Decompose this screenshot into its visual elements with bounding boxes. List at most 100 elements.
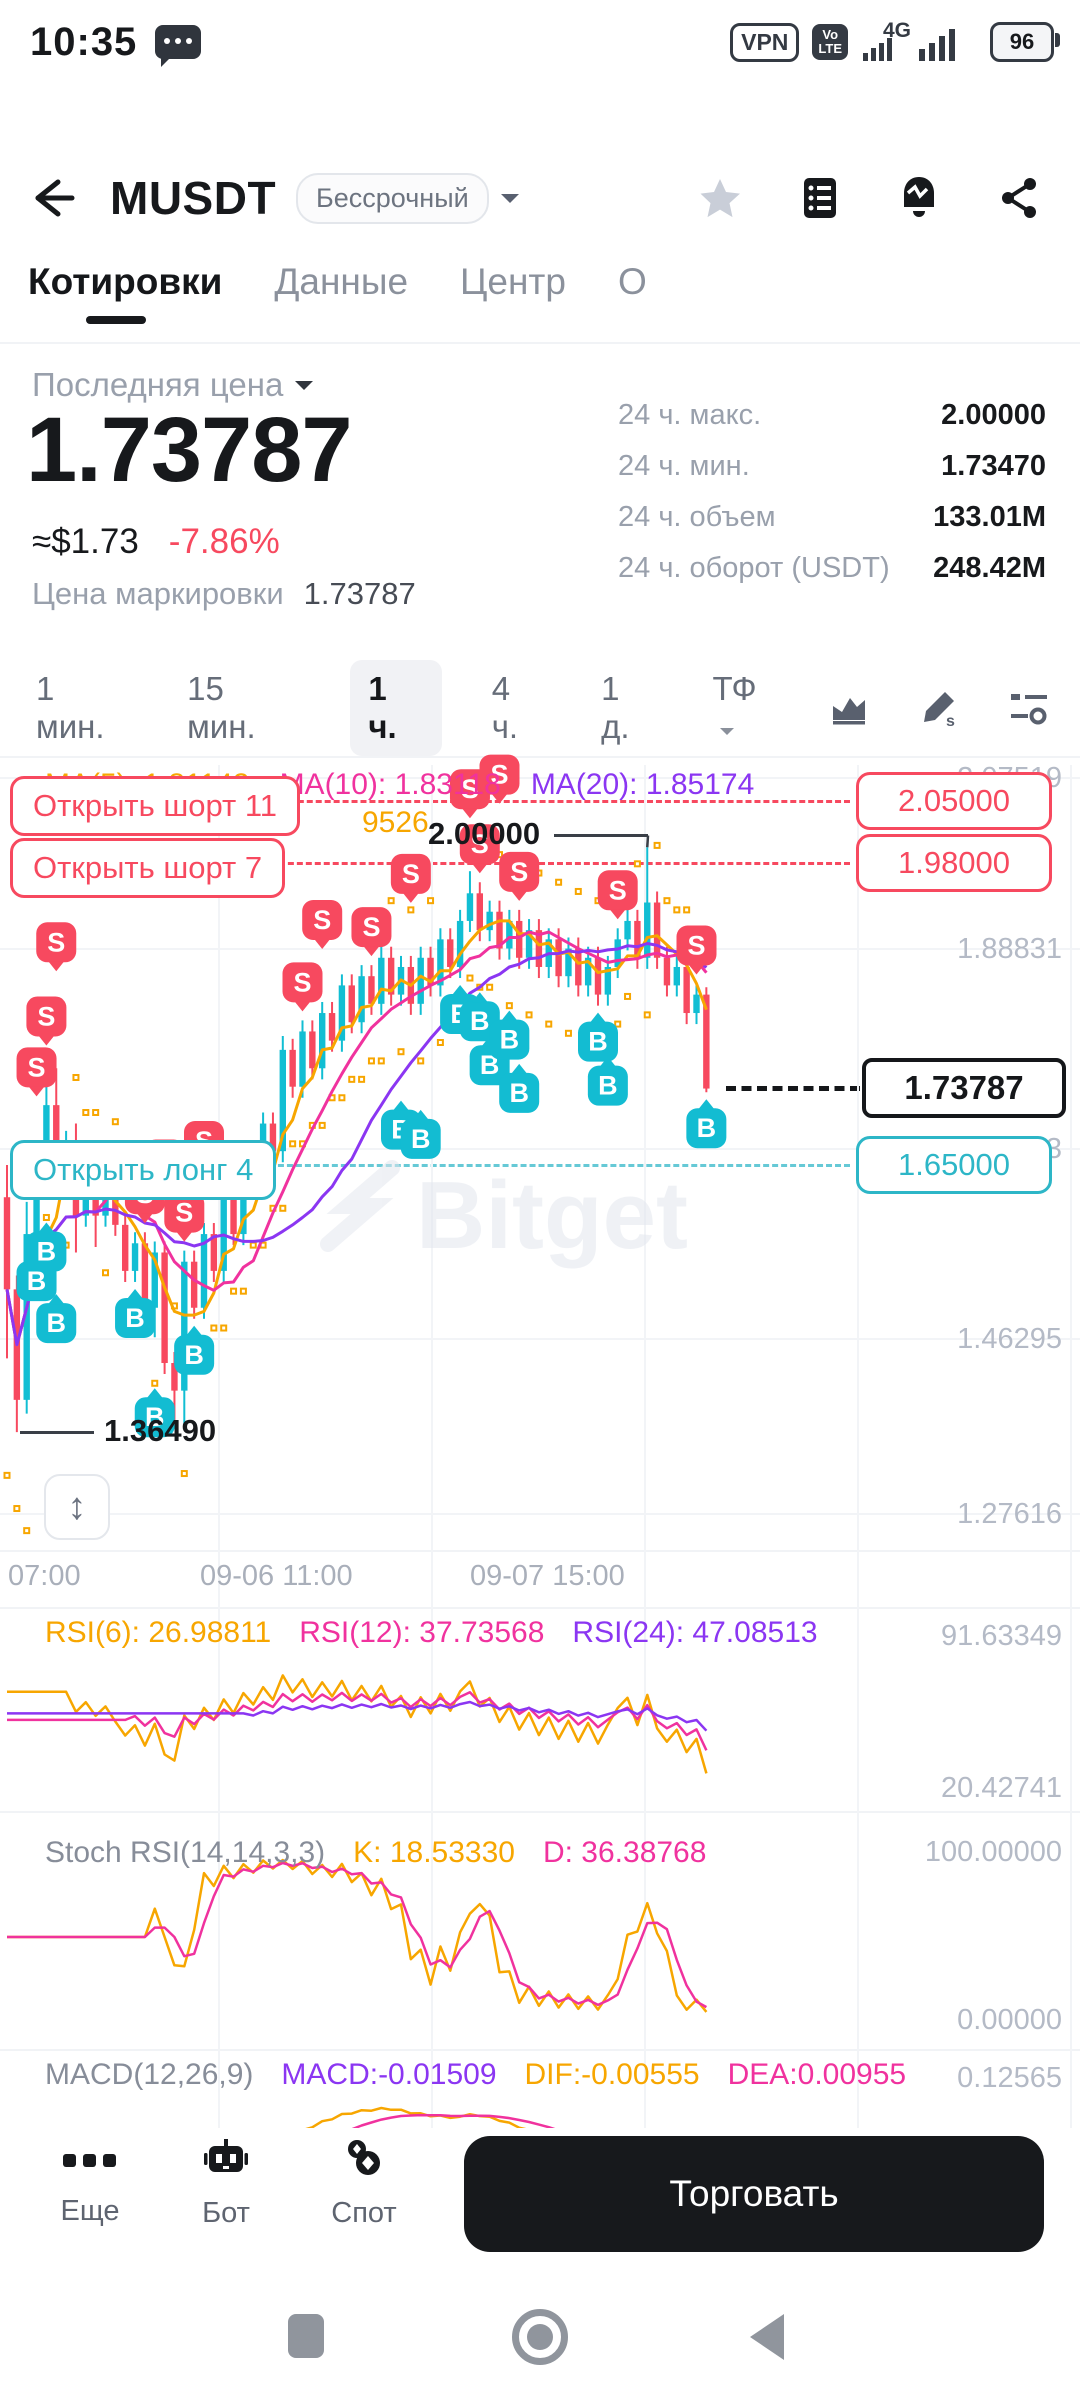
buy-marker[interactable]: B [578, 1012, 618, 1062]
timeframe-1 мин.[interactable]: 1 мин. [36, 670, 105, 745]
timeframe-4 ч.[interactable]: 4 ч. [491, 670, 519, 745]
svg-text:B: B [697, 1113, 717, 1143]
buy-marker[interactable]: B [36, 1294, 77, 1344]
y-axis-label: 1.27616 [957, 1498, 1062, 1530]
buy-marker[interactable]: B [686, 1099, 727, 1149]
chart-type-icon[interactable] [828, 688, 870, 728]
chevron-down-icon[interactable] [500, 194, 519, 212]
price-approx-row: ≈$1.73 -7.86% [32, 522, 280, 562]
session-low-annotation: 1.36490 [104, 1413, 217, 1448]
svg-text:B: B [500, 1025, 520, 1055]
draw-icon[interactable]: s [918, 688, 960, 728]
open-short-badge-2[interactable]: Открыть шорт 7 [10, 838, 286, 898]
dif-value: DIF:-0.00555 [524, 2058, 700, 2091]
contract-type-pill[interactable]: Бессрочный [296, 172, 489, 224]
buy-marker[interactable]: B [115, 1288, 156, 1338]
timeframe-ТФ[interactable]: ТФ [706, 660, 784, 756]
chevron-down-icon [295, 381, 314, 399]
sell-marker[interactable]: S [676, 925, 717, 975]
mark-price-row: Цена маркировки 1.73787 [32, 576, 416, 611]
timeframe-1 д.[interactable]: 1 д. [601, 670, 630, 745]
buy-marker[interactable]: B [469, 1036, 510, 1086]
home-icon[interactable] [512, 2309, 568, 2365]
ma-label: MA(10): 1.83118 [279, 768, 501, 801]
buy-marker[interactable]: B [489, 1010, 530, 1060]
last-price-label[interactable]: Последняя цена [32, 366, 314, 404]
macd-labels-row[interactable]: MACD(12,26,9) MACD:-0.01509 DIF:-0.00555… [45, 2058, 906, 2092]
trade-button[interactable]: Торговать [464, 2136, 1044, 2252]
rsi-labels-row[interactable]: RSI(6): 26.98811 RSI(12): 37.73568 RSI(24)… [45, 1616, 818, 1650]
spot-button[interactable]: Спот [318, 2136, 410, 2230]
divider [0, 1607, 1080, 1609]
open-short-badge-1[interactable]: Открыть шорт 11 [10, 776, 301, 836]
rsi-label: RSI(12): 37.73568 [299, 1616, 545, 1649]
stat-value: 133.01M [933, 501, 1046, 533]
svg-text:s: s [946, 713, 955, 728]
short-price-badge-1: 2.05000 [856, 772, 1052, 830]
stat-row: 24 ч. мин. 1.73470 [618, 441, 1046, 492]
indicators-icon[interactable] [1008, 688, 1050, 728]
favorite-star-icon[interactable] [698, 177, 742, 219]
signal-icon: 4G [863, 19, 955, 61]
buy-marker[interactable]: B [400, 1109, 441, 1159]
sell-marker[interactable]: S [351, 907, 392, 957]
svg-text:B: B [391, 1115, 411, 1145]
buy-marker[interactable]: B [26, 1222, 67, 1272]
sell-marker[interactable]: S [282, 962, 323, 1012]
timeframe-15 мин.[interactable]: 15 мин. [187, 670, 256, 745]
sell-marker[interactable]: S [302, 899, 343, 949]
buy-marker[interactable]: B [587, 1056, 628, 1106]
buy-marker[interactable]: B [16, 1252, 57, 1302]
y-axis-label: 1.46295 [957, 1323, 1062, 1355]
sell-marker[interactable]: S [36, 922, 77, 972]
buy-marker[interactable]: B [459, 992, 500, 1042]
tab-О[interactable]: О [617, 261, 647, 302]
sell-marker[interactable]: S [26, 996, 67, 1046]
buy-marker[interactable]: B [174, 1325, 215, 1375]
more-button[interactable]: Еще [44, 2142, 136, 2228]
sell-marker[interactable]: S [597, 870, 638, 920]
share-icon[interactable] [998, 176, 1040, 220]
divider [0, 1550, 1080, 1552]
tab-Котировки[interactable]: Котировки [28, 261, 223, 302]
stoch-labels-row[interactable]: Stoch RSI(14,14,3,3) K: 18.53330 D: 36.3… [45, 1836, 706, 1870]
sell-marker[interactable]: S [16, 1047, 57, 1097]
symbol-title: MUSDT [110, 172, 277, 224]
stat-label: 24 ч. макс. [618, 399, 762, 431]
tab-Данные[interactable]: Данные [274, 261, 409, 302]
more-icon [63, 2154, 116, 2167]
session-high-pointer [554, 834, 648, 837]
back-nav-icon[interactable] [750, 2314, 784, 2360]
svg-text:B: B [125, 1303, 145, 1333]
tab-Центр[interactable]: Центр [460, 261, 566, 302]
price-alert-bell-icon[interactable] [898, 175, 940, 221]
svg-text:B: B [411, 1124, 431, 1154]
orderbook-icon[interactable] [800, 176, 840, 220]
expand-chart-button[interactable]: ↕ [44, 1474, 110, 1540]
change-percent: -7.86% [168, 522, 280, 561]
spot-icon [348, 2140, 380, 2175]
sell-marker[interactable]: S [499, 851, 540, 901]
macd-value: MACD:-0.01509 [281, 2058, 497, 2091]
svg-text:B: B [47, 1308, 67, 1338]
svg-text:S: S [28, 1052, 46, 1082]
x-axis-label: 07:00 [8, 1560, 81, 1592]
bot-button[interactable]: Бот [180, 2136, 272, 2230]
ma-label: MA(20): 1.85174 [530, 768, 755, 801]
timeframe-bar: 1 мин. 15 мин. 1 ч. 4 ч. 1 д. ТФ s [30, 660, 1050, 756]
svg-text:S: S [687, 931, 705, 961]
timeframe-1 ч.[interactable]: 1 ч. [350, 660, 442, 756]
back-icon[interactable] [30, 178, 76, 218]
buy-marker[interactable]: B [440, 985, 481, 1035]
stoch-axis-max: 100.00000 [924, 1836, 1062, 1868]
last-price-value: 1.73787 [26, 399, 353, 501]
partial-indicator-value: 9526 [362, 806, 429, 839]
recent-apps-icon[interactable] [288, 2314, 324, 2358]
divider [0, 2049, 1080, 2051]
buy-marker[interactable]: B [499, 1063, 540, 1113]
buy-marker[interactable]: B [381, 1100, 421, 1150]
bot-icon [204, 2139, 248, 2172]
rsi-axis-min: 20.42741 [941, 1772, 1062, 1804]
open-long-badge[interactable]: Открыть лонг 4 [10, 1140, 277, 1200]
